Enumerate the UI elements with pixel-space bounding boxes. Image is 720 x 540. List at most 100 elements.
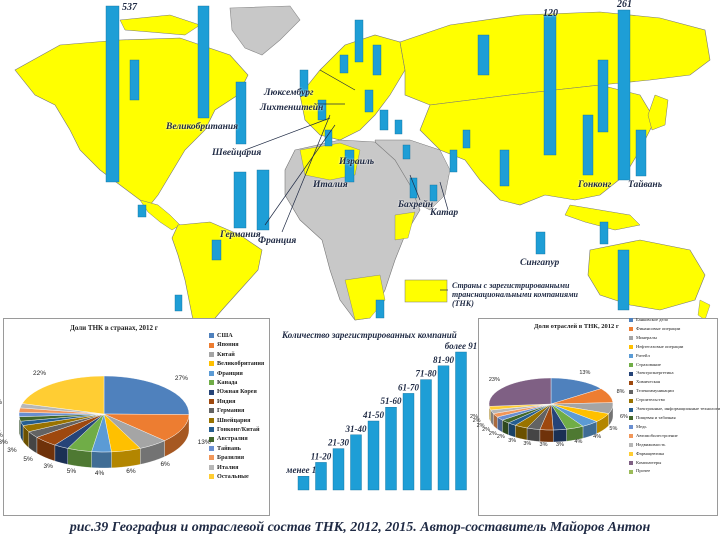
count-bar-label-9: более 91 xyxy=(445,341,478,351)
center-bar-chart: Количество зарегистрированных компаний м… xyxy=(270,330,485,495)
right-legend-swatch xyxy=(629,452,633,457)
se-asia-islands-shape xyxy=(564,204,641,231)
right-pie-percent-label: 3% xyxy=(523,440,532,447)
bar-india xyxy=(499,149,510,187)
left-legend-label: Тайвань xyxy=(217,444,241,452)
right-pie-percent-label: 23% xyxy=(488,377,500,384)
right-legend-item: Нефтегазовые операции xyxy=(629,343,720,352)
right-legend-label: Медь xyxy=(636,423,647,429)
world-map xyxy=(14,5,711,330)
left-legend-swatch xyxy=(209,474,214,480)
bar-eu-1 xyxy=(354,19,364,63)
bar-eu-2 xyxy=(372,44,382,76)
left-legend-swatch xyxy=(209,408,214,414)
left-legend-item: Гонконг/Китай xyxy=(209,425,264,434)
right-legend-swatch xyxy=(629,434,633,439)
right-legend-item: Компьютеры xyxy=(629,459,720,468)
left-pie-percent-label: 13% xyxy=(197,439,211,447)
left-legend-swatch xyxy=(209,389,214,395)
left-legend-swatch xyxy=(209,417,214,423)
count-bar-7 xyxy=(420,379,432,491)
right-pie-percent-label: 2% xyxy=(496,434,505,441)
count-bar-4 xyxy=(367,420,380,491)
left-legend-swatch xyxy=(209,464,214,470)
right-pie-percent-label: 3% xyxy=(508,437,517,444)
right-legend-label: Банковское дело xyxy=(636,317,669,322)
right-legend-swatch xyxy=(629,389,633,394)
right-legend-swatch xyxy=(629,425,633,430)
left-pie-percent-label: 22% xyxy=(32,370,46,378)
bar-uk xyxy=(197,5,210,119)
count-bar-label-3: 31-40 xyxy=(345,424,367,434)
left-legend-label: Франция xyxy=(217,369,243,377)
figure-caption: рис.39 География и отраслевой состав ТНК… xyxy=(69,520,651,535)
luxembourg-label: Люксембург xyxy=(264,88,314,98)
right-legend-label: Финансовые операции xyxy=(636,325,681,331)
right-legend-label: Минералы xyxy=(636,334,657,340)
right-pie-slice-0 xyxy=(550,377,602,405)
right-legend-label: Фармацевтика xyxy=(636,450,665,456)
count-bar-label-0: менее 10 xyxy=(285,465,321,475)
right-pie-percent-label: 4% xyxy=(574,439,583,446)
left-pie-title: Доли ТНК в странах, 2012 г xyxy=(70,324,158,332)
left-legend-item: США xyxy=(209,331,264,340)
left-legend-label: Бразилия xyxy=(217,454,245,462)
bar-switzerland xyxy=(235,81,247,145)
count-bar-0 xyxy=(297,475,310,491)
right-legend-label: Недвижимость xyxy=(636,441,666,447)
japan-shape xyxy=(647,94,669,131)
left-legend-item: Южная Корея xyxy=(209,387,264,396)
right-legend-item: Электроэнергетика xyxy=(629,369,720,378)
right-legend-item: Ритейл xyxy=(629,352,720,361)
right-pie-slice-side-8 xyxy=(526,427,541,442)
right-legend-label: Ритейл xyxy=(636,352,650,358)
count-bar-label-2: 21-30 xyxy=(327,438,349,448)
right-legend-swatch xyxy=(629,336,633,341)
left-pie-slice-15 xyxy=(21,375,105,415)
bar-chart-title: Количество зарегистрированных компаний xyxy=(282,330,457,340)
china-value-label: 261 xyxy=(617,0,632,10)
australia-shape xyxy=(587,239,706,311)
right-legend-item: Страхование xyxy=(629,361,720,370)
count-bar-1 xyxy=(315,462,327,491)
italy-label: Италия xyxy=(313,180,348,190)
bar-eu-7 xyxy=(299,69,309,97)
right-legend-item: Банковское дело xyxy=(629,316,720,325)
africa-east-highlight xyxy=(394,211,416,241)
left-legend-swatch xyxy=(209,436,214,442)
right-legend-swatch xyxy=(629,345,633,350)
right-legend-item: Финансовые операции xyxy=(629,325,720,334)
bar-france xyxy=(256,169,270,231)
right-pie-percent-label: 4% xyxy=(593,434,602,441)
left-legend-label: Германия xyxy=(217,407,245,415)
count-bar-label-8: 81-90 xyxy=(433,355,454,365)
map-legend-text: Страны с зарегистрированными транснацион… xyxy=(452,281,578,308)
bar-eu-4 xyxy=(379,109,389,131)
right-legend-label: Компьютеры xyxy=(636,459,662,465)
left-pie-slice-1 xyxy=(103,413,190,441)
bar-eu-6 xyxy=(317,99,327,121)
right-pie-slice-16 xyxy=(488,377,552,407)
left-legend-swatch xyxy=(209,352,214,358)
right-pie-percent-label: 13% xyxy=(579,369,591,376)
left-pie-percent-label: 4% xyxy=(94,469,105,477)
left-legend-swatch xyxy=(209,370,214,376)
left-legend-label: США xyxy=(217,332,233,339)
left-legend-label: Гонконг/Китай xyxy=(217,426,260,434)
right-legend-swatch xyxy=(629,327,633,332)
left-legend-swatch xyxy=(209,446,214,452)
bar-lux xyxy=(339,54,349,74)
right-legend-item: Химическая xyxy=(629,378,720,387)
left-legend-item: Тайвань xyxy=(209,444,264,453)
right-pie-title: Доли отраслей в ТНК, 2012 г xyxy=(534,323,619,330)
qatar-label: Катар xyxy=(430,208,459,218)
right-pie-panel: Доли отраслей в ТНК, 2012 г Банковское д… xyxy=(470,316,720,516)
right-pie-percent-label: 2% xyxy=(488,430,497,437)
left-pie-percent-label: 2% xyxy=(0,432,3,439)
bar-brazil xyxy=(211,239,222,261)
left-pie-slice-side-4 xyxy=(91,451,112,469)
bahrain-label: Бахрейн xyxy=(398,200,434,210)
bar-chart-svg: менее 10 11-20 21-30 31-40 41-50 51-60 61-70 71… xyxy=(285,341,478,491)
right-legend-label: Химическая xyxy=(636,379,660,385)
bar-germany xyxy=(233,171,247,229)
